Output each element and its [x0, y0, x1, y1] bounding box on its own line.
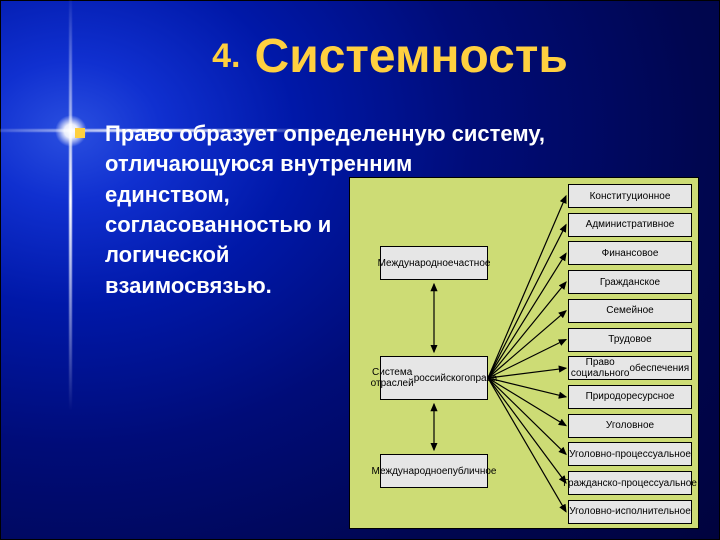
diagram-box-labor: Трудовое	[568, 328, 692, 352]
law-system-diagram: Международноечастное Система отраслейросс…	[349, 177, 699, 529]
square-bullet-icon	[75, 128, 85, 138]
diagram-box-crim: Уголовное	[568, 414, 692, 438]
diagram-box-intl_private: Международноечастное	[380, 246, 488, 280]
diagram-box-family: Семейное	[568, 299, 692, 323]
diagram-box-fin: Финансовое	[568, 241, 692, 265]
title-text: Системность	[255, 30, 568, 83]
diagram-box-system: Система отраслейроссийскогоправа	[380, 356, 488, 400]
diagram-box-intl_public: Международноепубличное	[380, 454, 488, 488]
slide-title: 4. Системность	[1, 29, 719, 84]
bullet-column	[75, 119, 93, 143]
diagram-box-civproc: Гражданско-процессуальное	[568, 471, 692, 495]
diagram-box-admin: Административное	[568, 213, 692, 237]
body-lead: Право образует определенную систему,	[105, 119, 701, 149]
title-number: 4.	[212, 37, 240, 75]
diagram-box-nature: Природоресурсное	[568, 385, 692, 409]
diagram-box-social: Право социальногообеспечения	[568, 356, 692, 380]
diagram-box-crimproc: Уголовно-процессуальное	[568, 442, 692, 466]
diagram-box-crimexec: Уголовно-исполнительное	[568, 500, 692, 524]
diagram-box-const: Конституционное	[568, 184, 692, 208]
diagram-box-civil: Гражданское	[568, 270, 692, 294]
slide: 4. Системность Право образует определенн…	[0, 0, 720, 540]
body-line: отличающуюся внутренним	[105, 149, 701, 179]
